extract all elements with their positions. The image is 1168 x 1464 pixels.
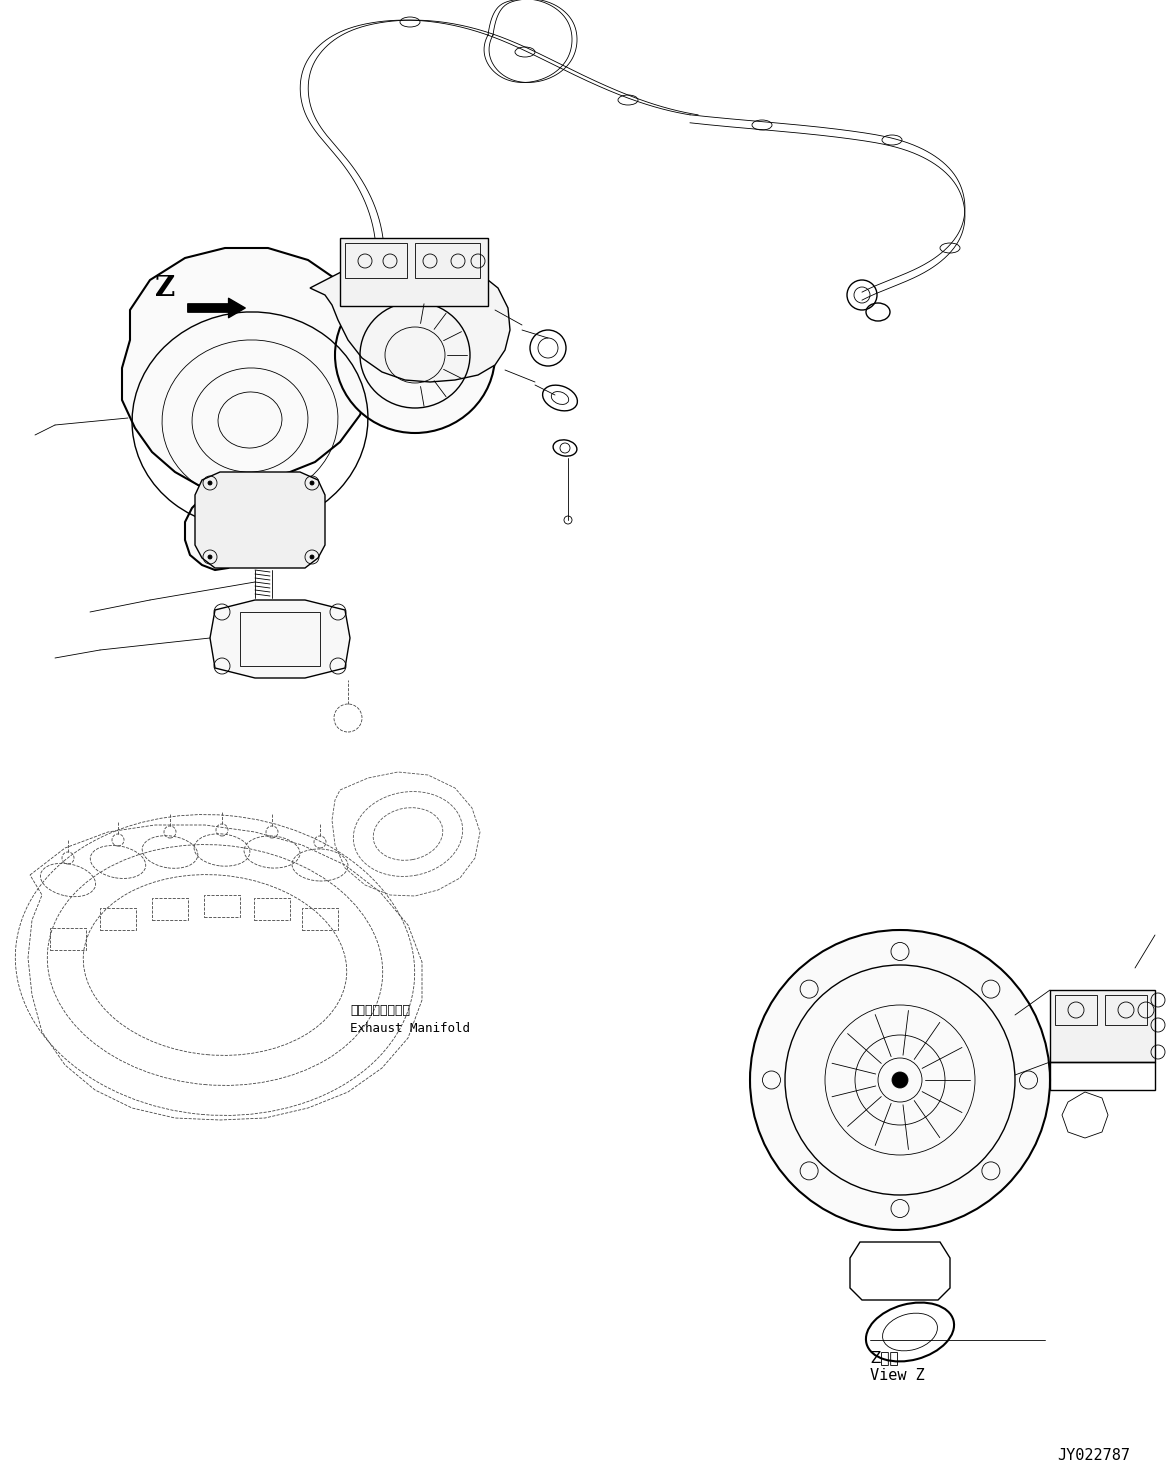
Bar [415, 243, 480, 278]
Text: 排気マニホールド: 排気マニホールド [350, 1003, 410, 1016]
FancyArrowPatch shape [188, 299, 245, 318]
Bar [253, 897, 290, 919]
Bar [303, 908, 338, 930]
Bar [1050, 1061, 1155, 1091]
Bar [345, 243, 406, 278]
Text: Z: Z [155, 275, 175, 302]
Polygon shape [195, 471, 325, 568]
Bar [152, 897, 188, 919]
Polygon shape [210, 600, 350, 678]
Bar [1050, 990, 1155, 1061]
Bar [1055, 996, 1097, 1025]
Circle shape [892, 1072, 908, 1088]
Text: Z　視: Z 視 [870, 1350, 898, 1366]
Circle shape [310, 555, 314, 559]
Bar [50, 928, 86, 950]
Text: JY022787: JY022787 [1057, 1448, 1129, 1463]
Ellipse shape [750, 930, 1050, 1230]
Bar [340, 239, 488, 306]
Circle shape [310, 482, 314, 485]
Polygon shape [310, 261, 510, 382]
Text: Exhaust Manifold: Exhaust Manifold [350, 1022, 470, 1035]
Bar [1105, 996, 1147, 1025]
Bar [204, 895, 239, 916]
Text: View Z: View Z [870, 1369, 925, 1383]
Polygon shape [121, 247, 371, 569]
Circle shape [208, 555, 213, 559]
Ellipse shape [335, 277, 495, 433]
Circle shape [208, 482, 213, 485]
Bar [239, 612, 320, 666]
Bar [100, 908, 135, 930]
